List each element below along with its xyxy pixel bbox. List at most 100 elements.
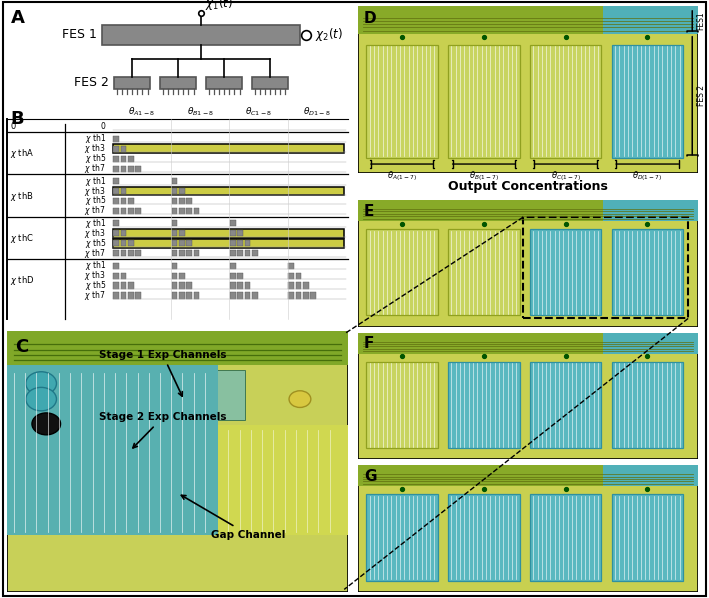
Bar (113, 230, 119, 236)
Bar (121, 208, 126, 214)
Bar (194, 250, 199, 257)
Bar (186, 292, 192, 298)
FancyBboxPatch shape (113, 187, 344, 196)
FancyBboxPatch shape (530, 362, 601, 448)
Bar (238, 250, 243, 257)
Text: $\theta_{B(1-7)}$: $\theta_{B(1-7)}$ (469, 170, 499, 184)
Text: $\chi$ thA: $\chi$ thA (11, 147, 35, 160)
FancyBboxPatch shape (358, 6, 698, 173)
Bar (172, 208, 177, 214)
Bar (245, 292, 250, 298)
Bar (121, 146, 126, 152)
FancyBboxPatch shape (114, 77, 150, 89)
Bar (230, 220, 236, 227)
Bar (121, 166, 126, 172)
FancyBboxPatch shape (358, 465, 698, 486)
Text: $\chi$ th7: $\chi$ th7 (84, 246, 106, 260)
Bar (238, 240, 243, 246)
Bar (113, 250, 119, 257)
Bar (172, 178, 177, 184)
Bar (186, 208, 192, 214)
FancyBboxPatch shape (448, 229, 520, 315)
Text: $\chi$ th1: $\chi$ th1 (84, 259, 106, 272)
Bar (245, 250, 250, 257)
FancyBboxPatch shape (113, 239, 344, 248)
Bar (113, 188, 119, 194)
Bar (121, 282, 126, 289)
Bar (230, 250, 236, 257)
Bar (121, 273, 126, 279)
FancyBboxPatch shape (252, 77, 288, 89)
FancyBboxPatch shape (358, 465, 698, 592)
Bar (128, 250, 134, 257)
Bar (128, 198, 134, 204)
Bar (179, 273, 185, 279)
FancyBboxPatch shape (612, 229, 683, 315)
Bar (179, 282, 185, 289)
Text: $\theta_{A(1-7)}$: $\theta_{A(1-7)}$ (387, 170, 417, 184)
Text: $\theta_{B1-8}$: $\theta_{B1-8}$ (186, 105, 213, 118)
Bar (172, 250, 177, 257)
FancyBboxPatch shape (603, 465, 698, 486)
Bar (172, 230, 177, 236)
Bar (113, 292, 119, 298)
Bar (128, 166, 134, 172)
Bar (245, 282, 250, 289)
Text: FES 1: FES 1 (62, 28, 97, 41)
Bar (179, 188, 185, 194)
Text: D: D (364, 11, 376, 26)
FancyBboxPatch shape (367, 362, 438, 448)
Bar (186, 250, 192, 257)
Bar (303, 292, 308, 298)
Text: FES 2: FES 2 (697, 86, 705, 106)
Circle shape (26, 372, 57, 395)
Bar (172, 292, 177, 298)
Bar (179, 250, 185, 257)
FancyBboxPatch shape (530, 495, 601, 581)
FancyBboxPatch shape (612, 44, 683, 158)
Bar (230, 263, 236, 269)
Text: $\theta_{D(1-7)}$: $\theta_{D(1-7)}$ (632, 170, 662, 184)
Text: FES1: FES1 (697, 12, 705, 30)
Bar (113, 198, 119, 204)
FancyBboxPatch shape (612, 495, 683, 581)
FancyBboxPatch shape (218, 425, 347, 535)
Bar (172, 188, 177, 194)
Bar (113, 263, 119, 269)
Bar (121, 155, 126, 161)
Bar (252, 292, 257, 298)
FancyBboxPatch shape (102, 25, 300, 45)
Bar (194, 292, 199, 298)
Bar (179, 292, 185, 298)
FancyBboxPatch shape (530, 229, 601, 315)
Text: B: B (11, 110, 24, 128)
Bar (238, 273, 243, 279)
Bar (194, 208, 199, 214)
Text: A: A (11, 9, 24, 27)
FancyBboxPatch shape (358, 200, 698, 221)
Bar (172, 220, 177, 227)
Bar (179, 240, 185, 246)
Bar (296, 282, 301, 289)
Bar (238, 292, 243, 298)
Bar (289, 282, 294, 289)
Bar (230, 292, 236, 298)
FancyBboxPatch shape (603, 200, 698, 221)
Circle shape (26, 388, 57, 411)
Bar (186, 240, 192, 246)
Text: C: C (16, 338, 29, 356)
Text: $\chi$ th7: $\chi$ th7 (84, 205, 106, 218)
Text: Gap Channel: Gap Channel (182, 495, 286, 539)
Text: $\chi$ th1: $\chi$ th1 (84, 175, 106, 188)
Bar (230, 273, 236, 279)
Text: Stage 1 Exp Channels: Stage 1 Exp Channels (99, 350, 227, 396)
Bar (121, 188, 126, 194)
Bar (121, 250, 126, 257)
Bar (230, 240, 236, 246)
Bar (172, 273, 177, 279)
Bar (128, 240, 134, 246)
Bar (113, 208, 119, 214)
Bar (230, 282, 236, 289)
FancyBboxPatch shape (160, 77, 196, 89)
Bar (172, 240, 177, 246)
